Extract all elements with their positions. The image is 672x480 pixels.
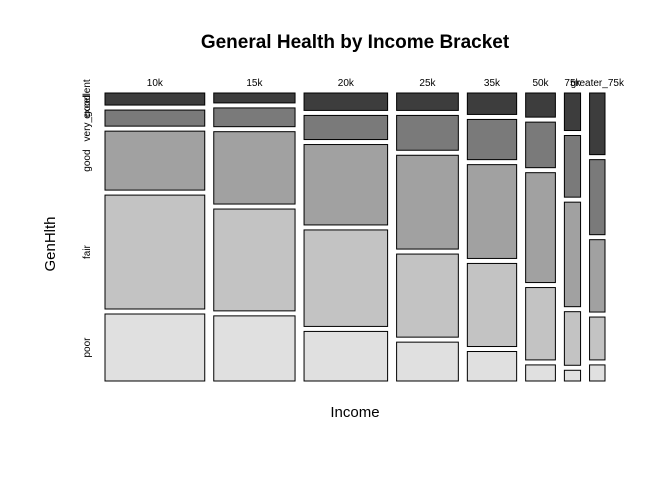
mosaic-cell-10k-poor <box>104 313 206 382</box>
mosaic-cell-20k-very_good <box>303 114 389 141</box>
mosaic-cell-35k-fair <box>466 262 518 348</box>
mosaic-cell-35k-excellent <box>466 92 518 115</box>
column-label-15k: 15k <box>246 78 263 89</box>
mosaic-cell-75k-good <box>563 201 582 308</box>
mosaic-cell-75k-poor <box>563 369 582 382</box>
mosaic-cell-10k-fair <box>104 194 206 310</box>
column-label-25k: 25k <box>419 78 436 89</box>
mosaic-cell-50k-poor <box>525 364 556 382</box>
mosaic-cell-greater_75k-poor <box>589 364 606 382</box>
mosaic-cell-25k-fair <box>396 253 459 338</box>
mosaic-cell-35k-very_good <box>466 118 518 161</box>
mosaic-cell-greater_75k-fair <box>589 316 606 361</box>
mosaic-cell-15k-excellent <box>213 92 296 104</box>
mosaic-cell-25k-excellent <box>396 92 459 111</box>
mosaic-cell-25k-very_good <box>396 114 459 151</box>
mosaic-cell-15k-fair <box>213 208 296 312</box>
mosaic-cell-20k-poor <box>303 330 389 382</box>
column-label-10k: 10k <box>147 78 164 89</box>
mosaic-cell-35k-good <box>466 164 518 259</box>
row-label-good: good <box>82 149 93 171</box>
chart-title: General Health by Income Bracket <box>201 32 510 53</box>
mosaic-cell-75k-excellent <box>563 92 582 132</box>
column-label-greater_75k: greater_75k <box>571 78 625 89</box>
y-axis-title: GenHlth <box>42 216 59 271</box>
mosaic-cell-75k-very_good <box>563 135 582 198</box>
mosaic-cell-50k-good <box>525 172 556 284</box>
mosaic-cells <box>104 92 606 382</box>
mosaic-cell-50k-fair <box>525 287 556 361</box>
column-label-75k: 75k <box>564 78 581 89</box>
column-label-50k: 50k <box>532 78 549 89</box>
mosaic-cell-10k-excellent <box>104 92 206 106</box>
row-label-fair: fair <box>82 244 93 259</box>
mosaic-cell-25k-poor <box>396 341 459 382</box>
mosaic-cell-greater_75k-excellent <box>589 92 606 156</box>
mosaic-cell-25k-good <box>396 154 459 250</box>
mosaic-cell-50k-excellent <box>525 92 556 118</box>
mosaic-cell-35k-poor <box>466 351 518 382</box>
mosaic-cell-greater_75k-very_good <box>589 159 606 236</box>
column-label-35k: 35k <box>484 78 501 89</box>
mosaic-cell-10k-good <box>104 130 206 191</box>
row-label-very_good: very_good <box>82 95 93 142</box>
mosaic-cell-20k-excellent <box>303 92 389 111</box>
column-label-20k: 20k <box>338 78 355 89</box>
row-label-poor: poor <box>82 337 93 358</box>
mosaic-cell-greater_75k-good <box>589 239 606 313</box>
x-axis-title: Income <box>330 404 379 421</box>
row-label-excellent: excellent <box>82 79 93 119</box>
mosaic-cell-15k-very_good <box>213 107 296 128</box>
mosaic-cell-50k-very_good <box>525 121 556 169</box>
mosaic-cell-10k-very_good <box>104 109 206 127</box>
mosaic-cell-20k-good <box>303 144 389 226</box>
mosaic-cell-15k-good <box>213 131 296 205</box>
mosaic-cell-15k-poor <box>213 315 296 382</box>
mosaic-cell-20k-fair <box>303 229 389 327</box>
mosaic-cell-75k-fair <box>563 311 582 366</box>
